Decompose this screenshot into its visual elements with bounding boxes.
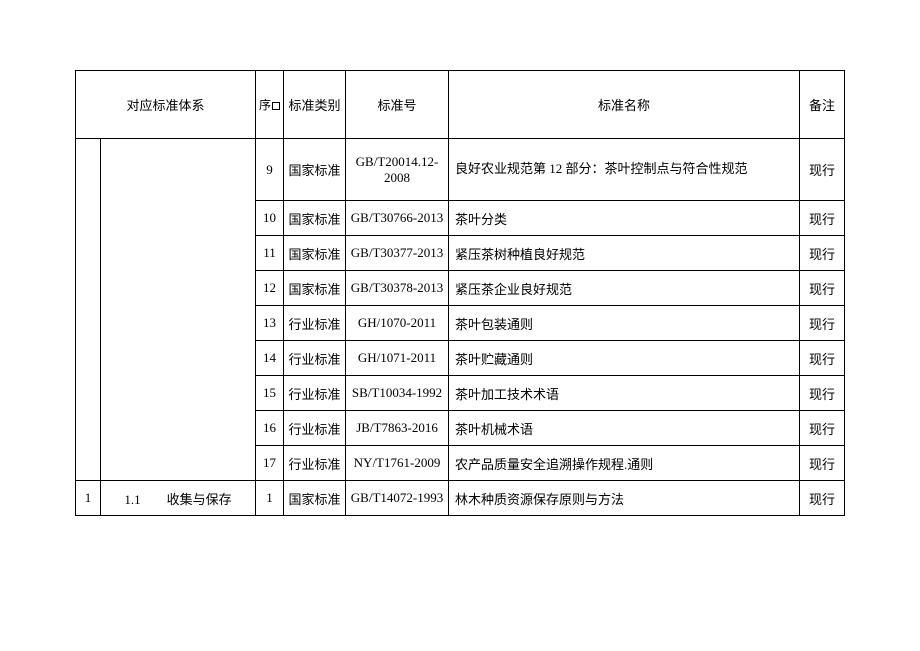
cell-name: 茶叶贮藏通则 [449,341,800,376]
cell-code: NY/T1761-2009 [346,446,449,481]
cell-name: 良好农业规范第 12 部分：茶叶控制点与符合性规范 [449,139,800,201]
cell-name: 林木种质资源保存原则与方法 [449,481,800,516]
table-group-row: 1 1.1 收集与保存 1 国家标准 GB/T14072-1993 林木种质资源… [76,481,845,516]
cell-code: GB/T14072-1993 [346,481,449,516]
standards-table: 对应标准体系 序 标准类别 标准号 标准名称 备注 9 国家标准 GB/T200… [75,70,845,516]
cell-type: 国家标准 [284,236,346,271]
cell-code: GB/T30766-2013 [346,201,449,236]
cell-seq: 13 [256,306,284,341]
group-col-a-blank [76,139,101,481]
cell-note: 现行 [800,446,845,481]
cell-code: GH/1070-2011 [346,306,449,341]
cell-note: 现行 [800,306,845,341]
cell-note: 现行 [800,341,845,376]
group-num: 1 [76,481,101,516]
cell-type: 国家标准 [284,271,346,306]
cell-code: SB/T10034-1992 [346,376,449,411]
cell-type: 行业标准 [284,376,346,411]
cell-seq: 11 [256,236,284,271]
cell-seq: 10 [256,201,284,236]
cell-note: 现行 [800,376,845,411]
cell-type: 国家标准 [284,481,346,516]
cell-seq: 15 [256,376,284,411]
cell-name: 紧压茶企业良好规范 [449,271,800,306]
cell-type: 行业标准 [284,411,346,446]
cell-type: 国家标准 [284,201,346,236]
cell-note: 现行 [800,411,845,446]
group-title: 1.1 收集与保存 [101,481,256,516]
cell-seq: 14 [256,341,284,376]
table-row: 9 国家标准 GB/T20014.12-2008 良好农业规范第 12 部分：茶… [76,139,845,201]
cell-type: 行业标准 [284,446,346,481]
table-header-row: 对应标准体系 序 标准类别 标准号 标准名称 备注 [76,71,845,139]
cell-type: 行业标准 [284,341,346,376]
cell-code: GB/T30377-2013 [346,236,449,271]
cell-seq: 17 [256,446,284,481]
header-system: 对应标准体系 [76,71,256,139]
checkbox-icon [272,102,280,110]
cell-name: 茶叶机械术语 [449,411,800,446]
header-type: 标准类别 [284,71,346,139]
cell-seq: 9 [256,139,284,201]
cell-note: 现行 [800,201,845,236]
header-seq: 序 [256,71,284,139]
cell-name: 茶叶分类 [449,201,800,236]
header-note: 备注 [800,71,845,139]
cell-seq: 16 [256,411,284,446]
cell-seq: 1 [256,481,284,516]
cell-note: 现行 [800,236,845,271]
group-col-b-blank [101,139,256,481]
cell-note: 现行 [800,139,845,201]
header-name: 标准名称 [449,71,800,139]
cell-type: 国家标准 [284,139,346,201]
cell-name: 紧压茶树种植良好规范 [449,236,800,271]
cell-code: GH/1071-2011 [346,341,449,376]
cell-note: 现行 [800,271,845,306]
header-code: 标准号 [346,71,449,139]
cell-name: 茶叶加工技术术语 [449,376,800,411]
cell-seq: 12 [256,271,284,306]
cell-code: GB/T20014.12-2008 [346,139,449,201]
cell-name: 农产品质量安全追溯操作规程.通则 [449,446,800,481]
cell-name: 茶叶包装通则 [449,306,800,341]
cell-type: 行业标准 [284,306,346,341]
cell-code: JB/T7863-2016 [346,411,449,446]
cell-note: 现行 [800,481,845,516]
cell-code: GB/T30378-2013 [346,271,449,306]
